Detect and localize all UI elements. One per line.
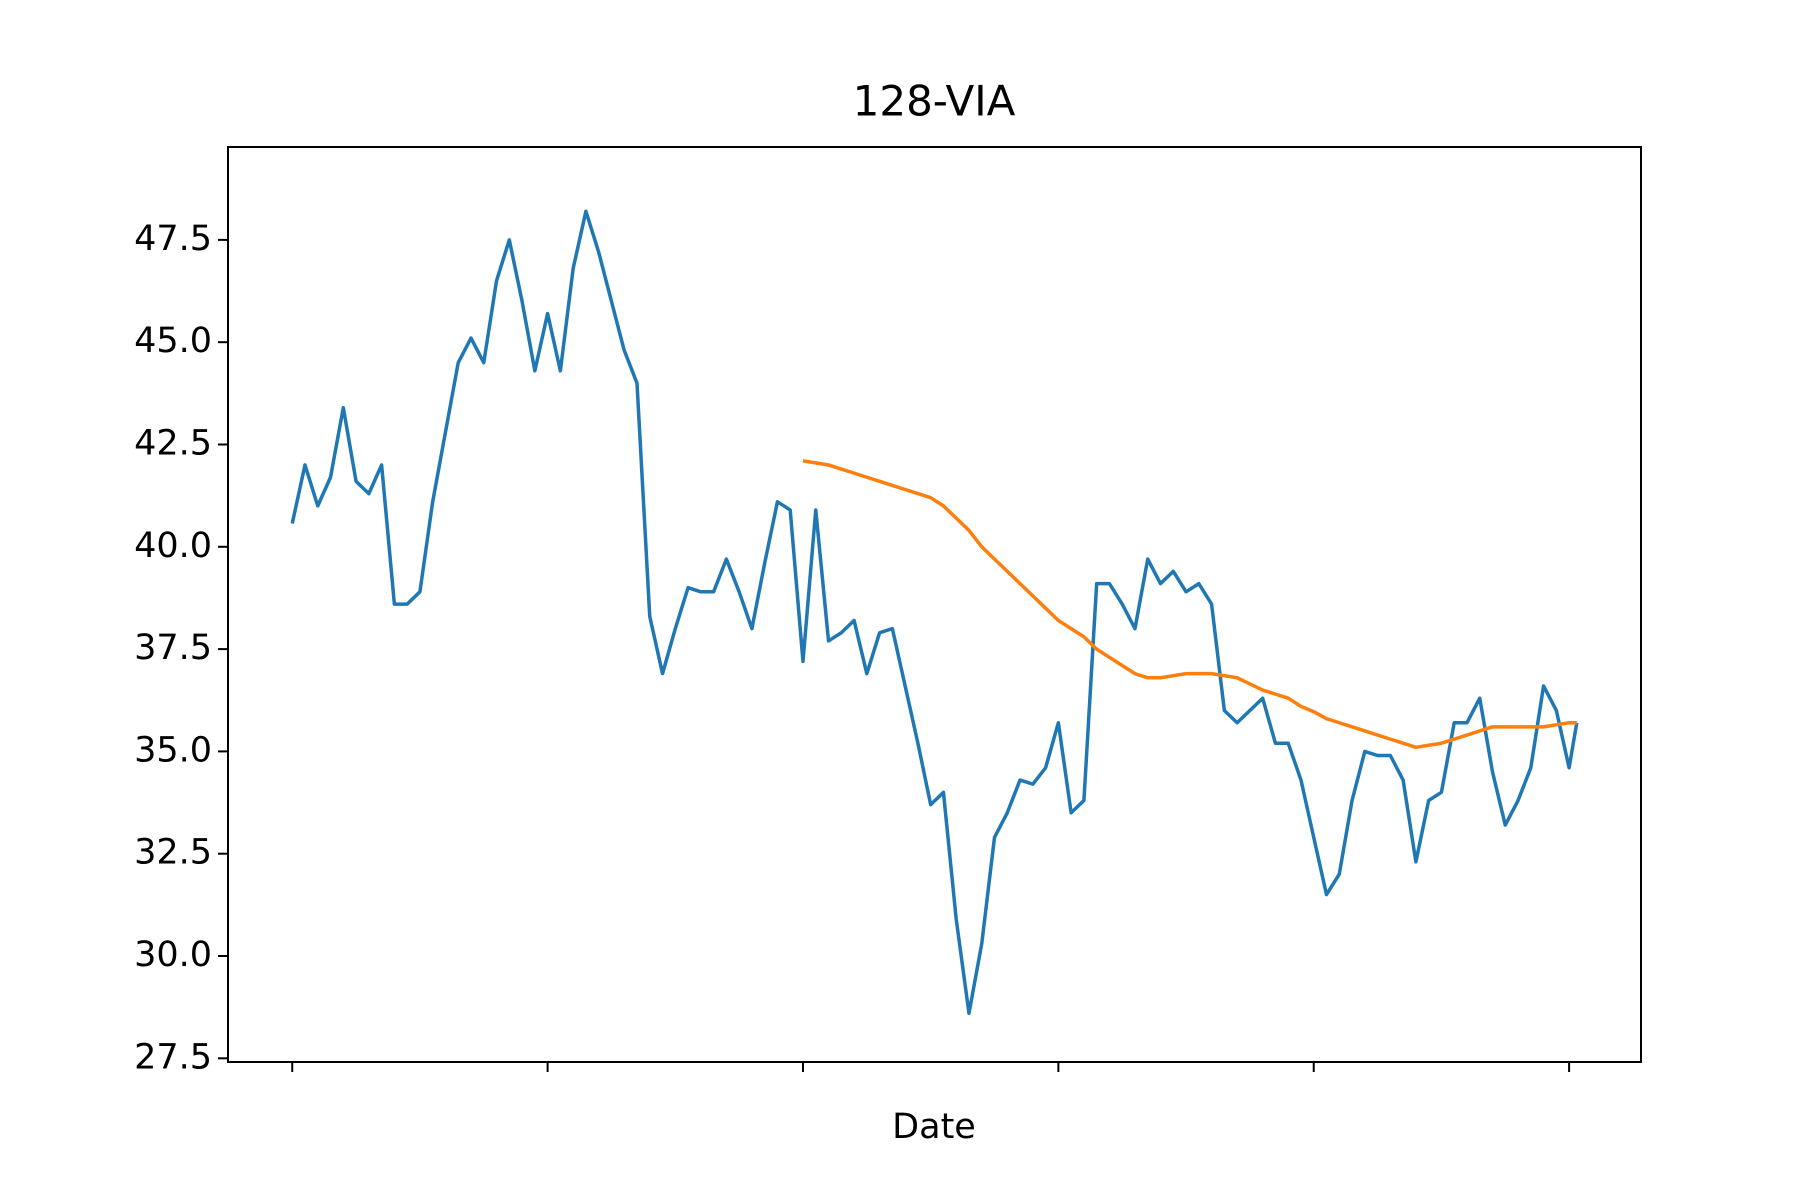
chart-title: 128-VIA [853,77,1016,126]
y-tick-label: 35.0 [134,730,212,770]
y-tick-label: 42.5 [134,423,212,463]
x-axis-label: Date [892,1107,976,1147]
y-tick-label: 40.0 [134,526,212,566]
y-tick-label: 32.5 [134,833,212,873]
y-tick-label: 27.5 [134,1037,212,1077]
y-tick-label: 30.0 [134,935,212,975]
y-tick-label: 37.5 [134,628,212,668]
y-tick-label: 47.5 [134,219,212,259]
series-line [802,459,1577,750]
plot-frame [227,146,1642,1063]
y-tick-label: 45.0 [134,321,212,361]
series-line [290,209,1579,1016]
